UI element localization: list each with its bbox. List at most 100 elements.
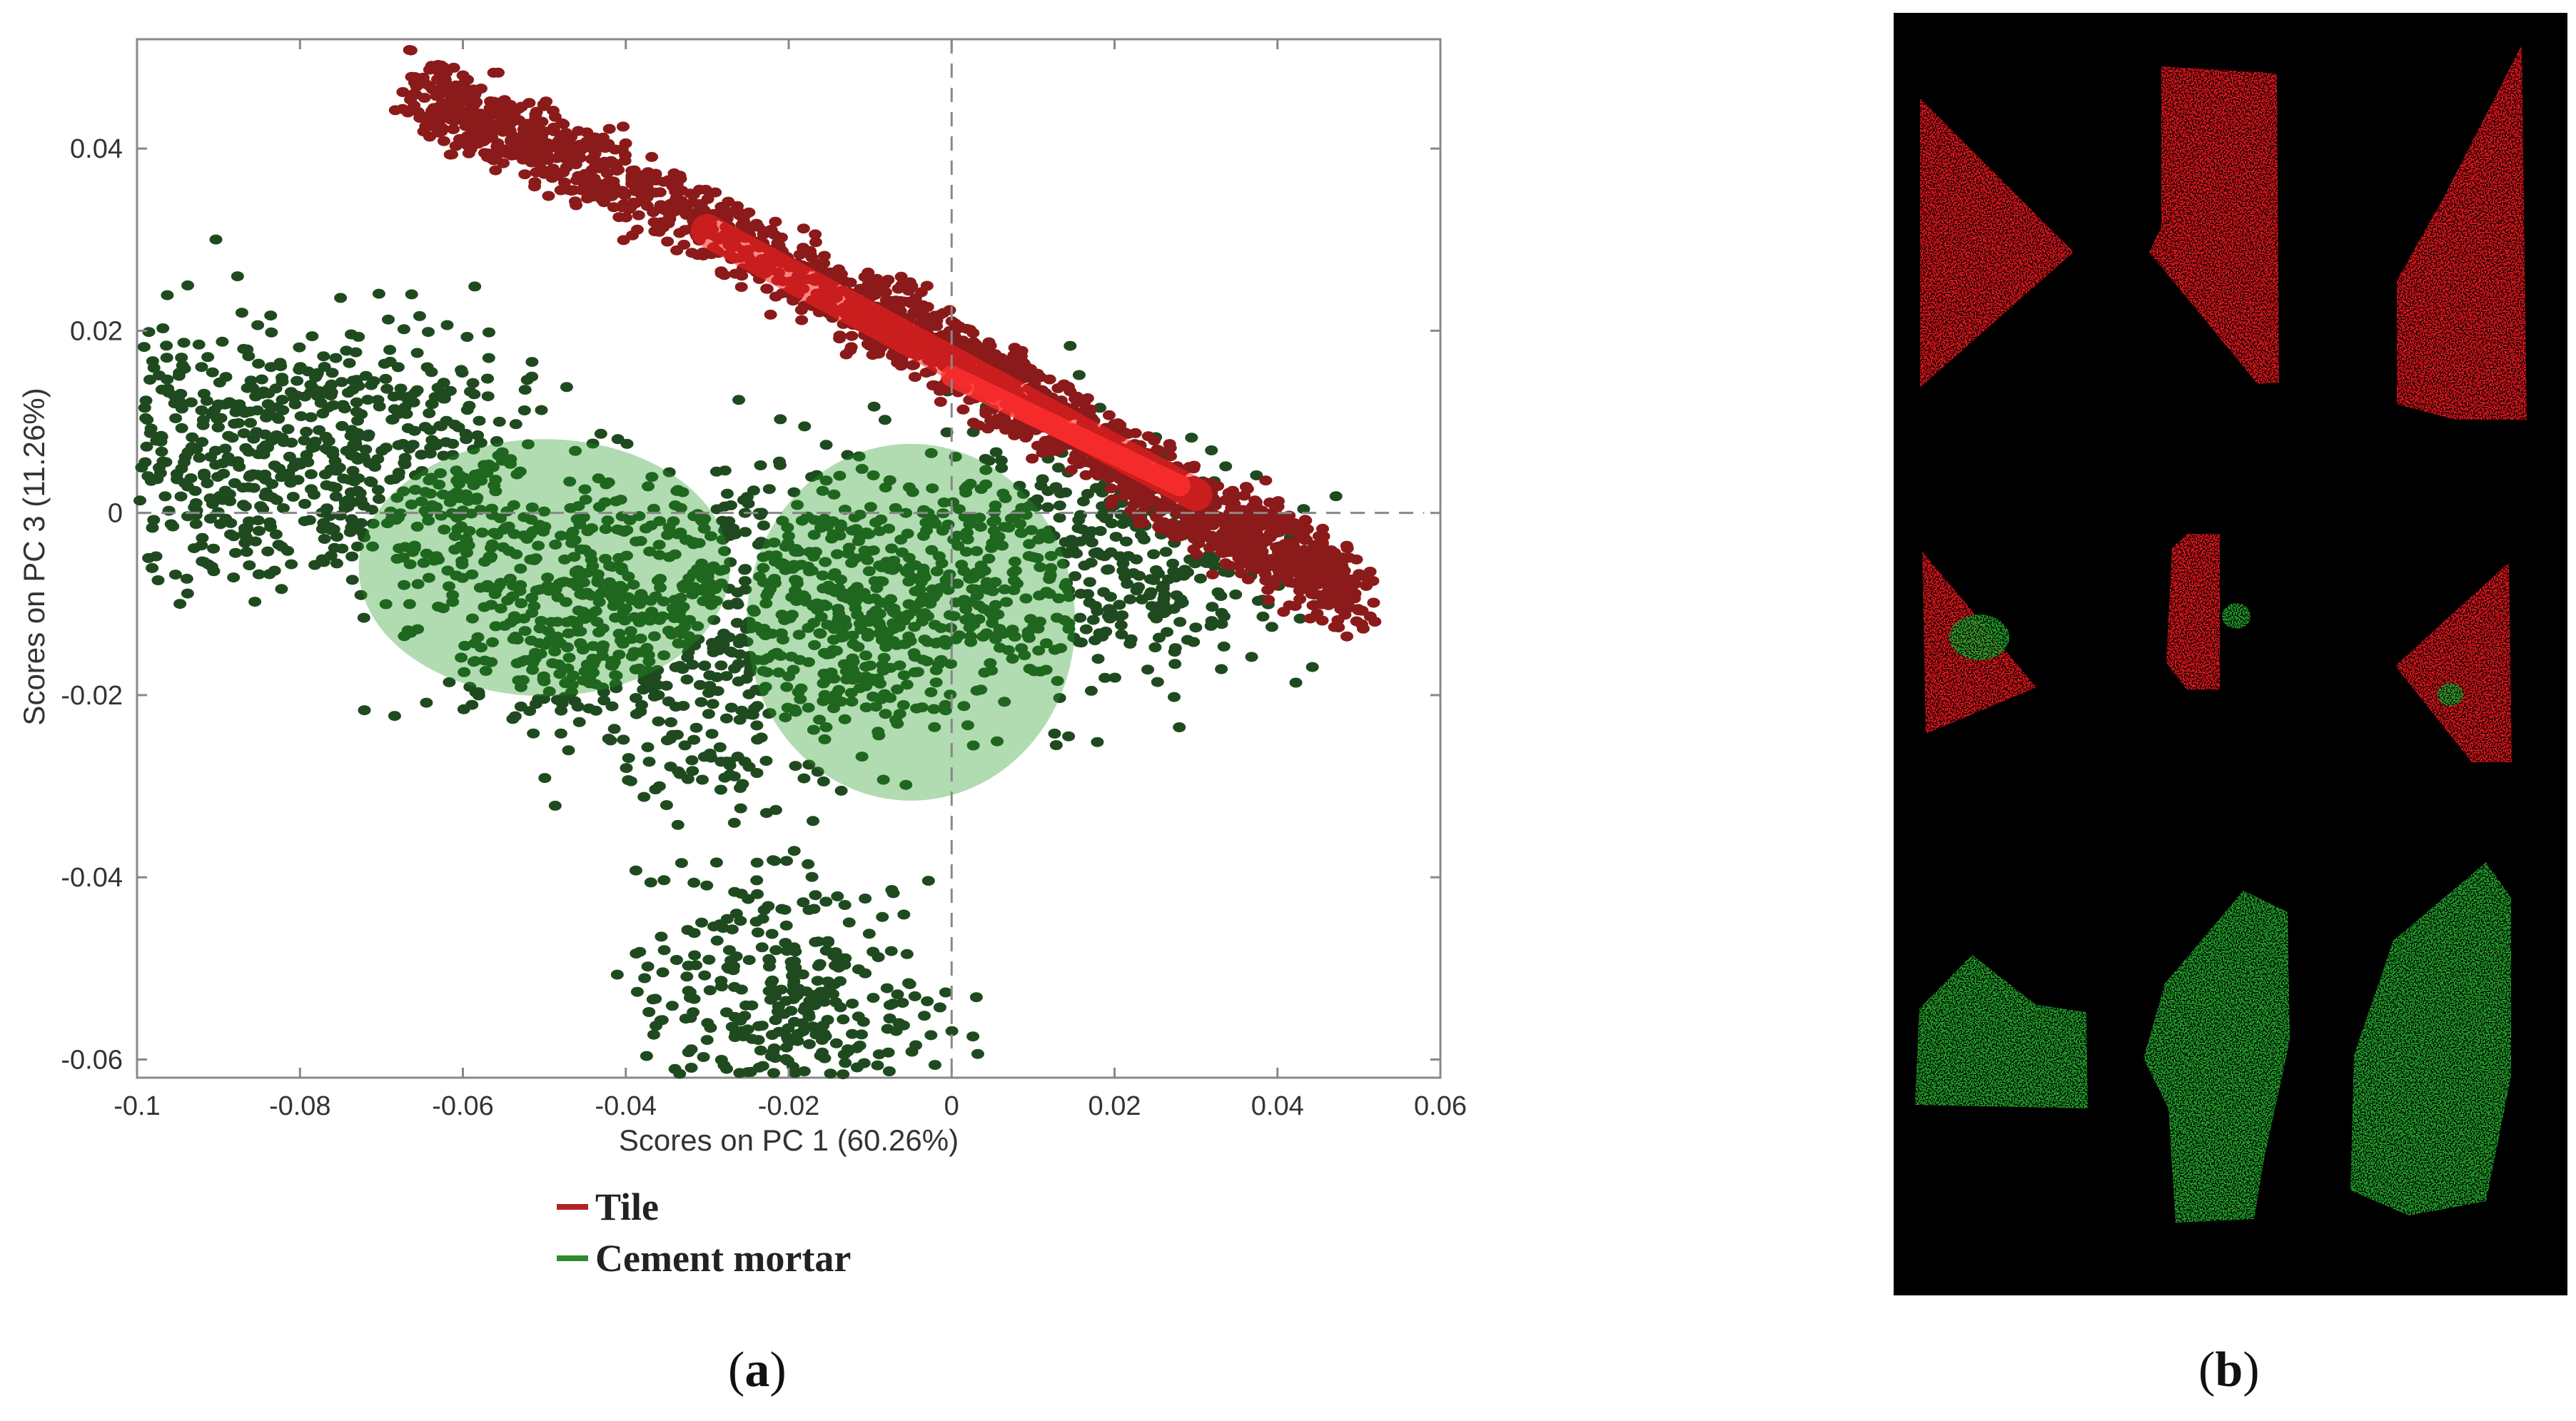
mortar-point — [494, 513, 507, 524]
tile-point — [864, 277, 877, 287]
mortar-point — [293, 365, 306, 375]
mortar-point — [637, 792, 651, 802]
mortar-point — [687, 582, 701, 592]
tile-point — [487, 67, 500, 78]
mortar-point — [861, 555, 874, 565]
mortar-point — [400, 409, 413, 419]
mortar-point — [924, 687, 938, 697]
mortar-point — [859, 702, 873, 713]
mortar-point — [1189, 622, 1203, 633]
tile-point — [404, 45, 418, 56]
mortar-point — [687, 928, 701, 939]
mortar-point — [291, 375, 304, 386]
mortar-point — [240, 547, 253, 557]
legend-swatch-tile — [557, 1204, 588, 1210]
mortar-point — [964, 573, 976, 584]
mortar-point — [308, 490, 320, 500]
mortar-point — [617, 734, 630, 745]
mortar-point — [1083, 577, 1096, 587]
mortar-point — [665, 717, 677, 727]
mortar-point — [731, 599, 744, 610]
mortar-point — [665, 1001, 679, 1011]
mortar-point — [294, 411, 308, 422]
mortar-point — [855, 1029, 868, 1040]
tile-point — [628, 186, 642, 196]
mortar-point — [644, 595, 657, 606]
mortar-point — [195, 362, 208, 373]
mortar-point — [821, 620, 834, 630]
tile-point — [649, 187, 662, 198]
tile-point — [735, 270, 749, 281]
mortar-point — [846, 998, 859, 1009]
mortar-point — [633, 592, 647, 603]
mortar-point — [634, 536, 647, 546]
mortar-point — [720, 1063, 733, 1074]
mortar-point — [993, 642, 1006, 653]
tile-point — [1239, 482, 1253, 492]
tile-point — [537, 99, 550, 110]
mortar-point — [276, 433, 289, 443]
mortar-point — [852, 451, 866, 462]
mortar-point — [422, 572, 435, 583]
mortar-point — [850, 1062, 864, 1073]
mortar-point — [657, 875, 671, 886]
tile-point — [520, 127, 534, 138]
mortar-point — [305, 331, 319, 342]
mortar-point — [195, 405, 208, 415]
tile-point — [1241, 574, 1255, 585]
mortar-point — [802, 759, 816, 770]
mortar-point — [154, 436, 168, 447]
mortar-point — [1141, 664, 1154, 675]
mortar-point — [779, 920, 793, 931]
mortar-point — [883, 475, 896, 485]
mortar-point — [704, 600, 718, 610]
tile-point — [1084, 404, 1098, 415]
mortar-point — [527, 728, 540, 739]
tile-point — [1104, 483, 1118, 494]
mortar-point — [574, 638, 587, 649]
mortar-point — [827, 673, 841, 684]
mortar-point — [1053, 512, 1066, 523]
mortar-point — [972, 614, 986, 624]
tile-point — [1008, 430, 1021, 440]
mortar-point — [927, 704, 941, 714]
legend-item-cement-mortar: Cement mortar — [557, 1233, 851, 1284]
mortar-point — [797, 1026, 809, 1037]
mortar-point — [725, 647, 739, 658]
mortar-point — [928, 1060, 941, 1071]
mortar-point — [854, 673, 867, 684]
mortar-point — [616, 638, 630, 649]
mortar-point — [972, 600, 986, 611]
tile-point — [1216, 547, 1230, 558]
mortar-point — [666, 729, 680, 740]
mortar-point — [572, 717, 586, 727]
tile-point — [809, 237, 822, 248]
tile-point — [1263, 528, 1277, 539]
tile-fragment-3 — [2397, 45, 2527, 420]
mortar-point — [282, 468, 296, 479]
mortar-point — [537, 671, 550, 682]
tile-point — [933, 310, 946, 320]
mortar-point — [146, 562, 159, 573]
mortar-point — [298, 516, 311, 527]
tile-point — [640, 181, 654, 192]
mortar-point — [964, 637, 978, 647]
mortar-point — [763, 956, 777, 966]
mortar-point — [1329, 491, 1343, 502]
mortar-point — [678, 622, 692, 632]
mortar-point — [174, 491, 188, 502]
mortar-point — [719, 1007, 733, 1018]
tile-point — [471, 138, 485, 149]
mortar-point — [787, 980, 800, 991]
mortar-point — [1114, 620, 1128, 630]
mortar-point — [1065, 535, 1079, 545]
mortar-point — [566, 527, 580, 537]
mortar-point — [710, 935, 724, 946]
mortar-point — [867, 470, 880, 480]
mortar-point — [897, 670, 911, 681]
mortar-point — [998, 584, 1011, 595]
mortar-point — [357, 612, 370, 623]
mortar-point — [1076, 496, 1090, 507]
tile-point — [1283, 600, 1296, 611]
mortar-point — [366, 541, 379, 552]
